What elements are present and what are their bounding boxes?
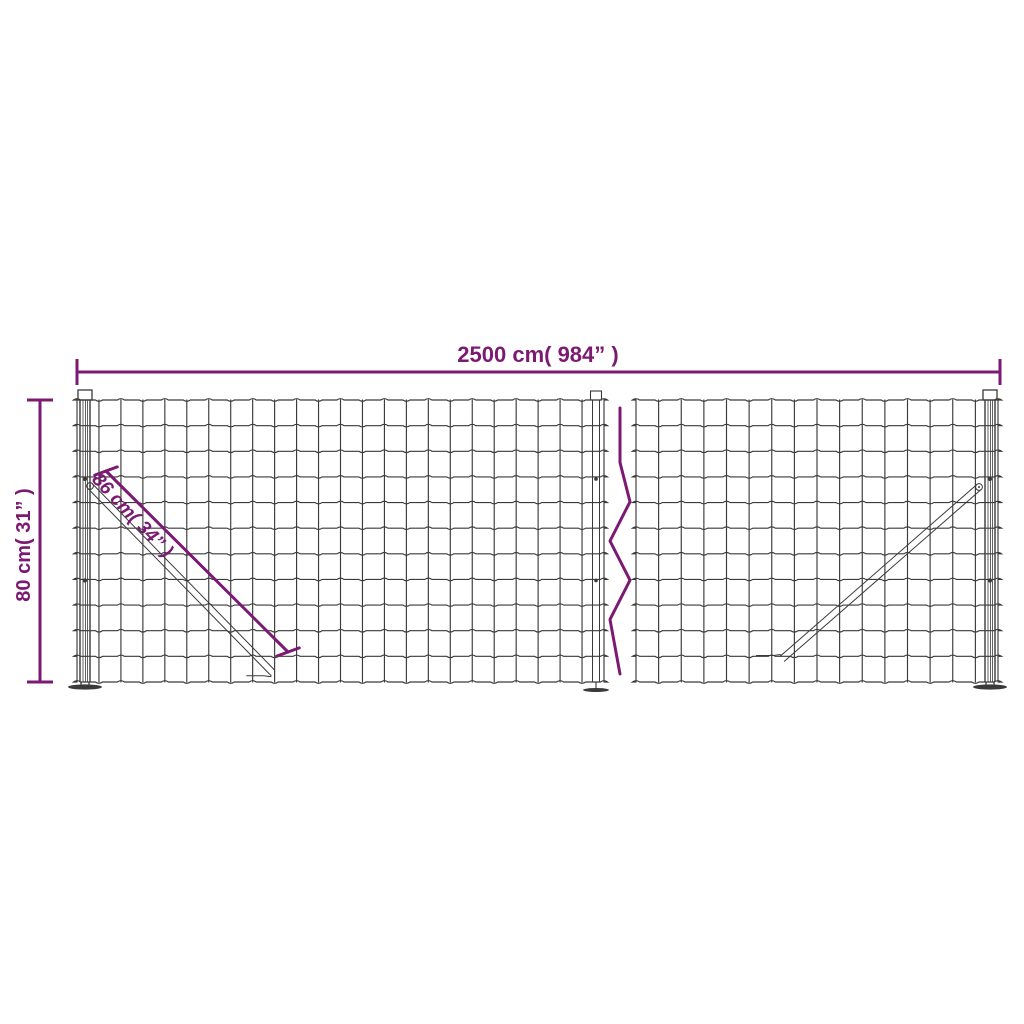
svg-text:2500 cm( 984” ): 2500 cm( 984” ) [457,342,618,367]
svg-text:80 cm( 31” ): 80 cm( 31” ) [13,488,35,601]
